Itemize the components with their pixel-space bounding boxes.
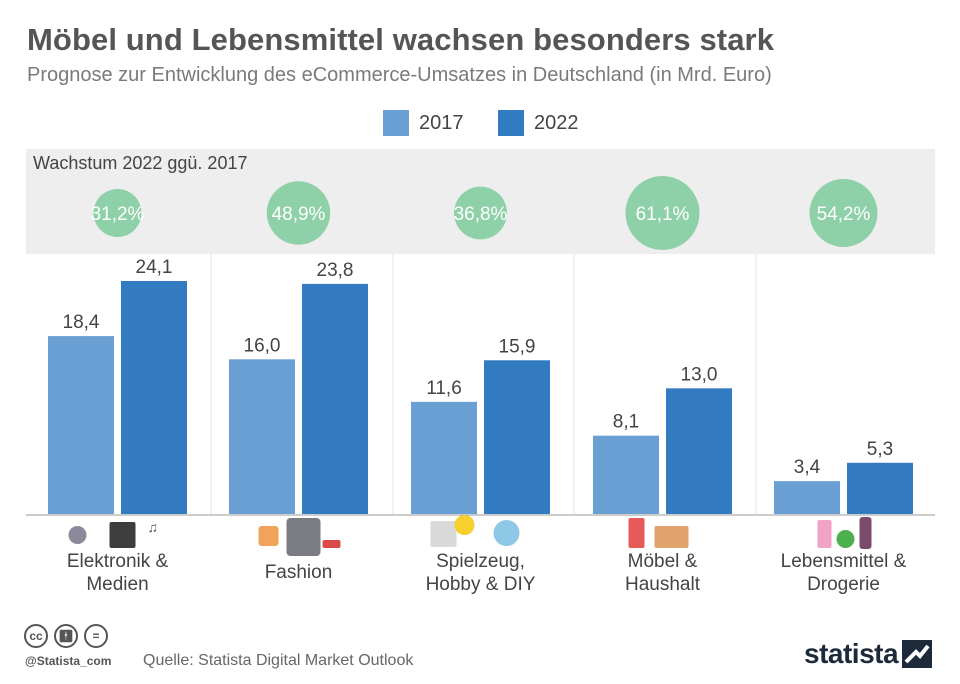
chart-subtitle: Prognose zur Entwicklung des eCommerce-U…	[27, 64, 772, 86]
plug-camera-music-icon-part	[109, 522, 136, 548]
legend-label-2017: 2017	[419, 111, 464, 134]
statista-handle: @Statista_com	[25, 654, 112, 668]
category-label-0-1: Medien	[86, 574, 148, 595]
category-label-2-0: Spielzeug,	[436, 551, 525, 572]
bar-2017-4	[774, 481, 840, 514]
bar-2017-1	[229, 359, 295, 514]
lego-ball-icon-part	[493, 520, 520, 546]
growth-value-4: 54,2%	[817, 204, 871, 225]
cosmetics-bottle-icon-part	[859, 517, 872, 549]
growth-bubble-4	[809, 179, 878, 247]
growth-value-3: 61,1%	[636, 204, 690, 225]
lego-ball-icon	[430, 515, 520, 547]
logo-mark-icon	[902, 640, 933, 668]
bar-2017-2	[411, 401, 477, 514]
cosmetics-bottle-icon-part	[817, 520, 832, 548]
data-label-2017-1: 16,0	[244, 335, 281, 356]
growth-bubble-3	[625, 176, 700, 250]
plug-camera-music-icon: ♫	[68, 519, 159, 548]
data-label-2017-2: 11,6	[426, 378, 462, 399]
growth-bubble-0	[93, 189, 142, 237]
data-label-2022-2: 15,9	[499, 336, 536, 357]
bag-jacket-shoe-icon	[258, 518, 341, 556]
plug-camera-music-icon-part	[68, 526, 87, 544]
growth-label: Wachstum 2022 ggü. 2017	[33, 153, 248, 173]
data-label-2022-3: 13,0	[681, 364, 718, 385]
data-label-2022-4: 5,3	[867, 439, 893, 460]
bag-jacket-shoe-icon-part	[286, 518, 321, 556]
data-label-2017-0: 18,4	[63, 312, 100, 333]
bag-jacket-shoe-icon-part	[258, 526, 279, 546]
statista-logo: statista	[804, 638, 933, 670]
chart-title: Möbel und Lebensmittel wachsen besonders…	[27, 22, 775, 57]
bag-jacket-shoe-icon-part	[322, 540, 341, 548]
category-label-0-0: Elektronik &	[67, 551, 169, 572]
plug-camera-music-icon-part: ♫	[148, 519, 159, 535]
data-label-2022-1: 23,8	[317, 260, 354, 281]
legend-item-2022: 2022	[498, 110, 579, 136]
bar-2017-3	[593, 435, 659, 514]
cosmetics-bottle-icon-part	[836, 530, 855, 548]
growth-value-1: 48,9%	[272, 204, 326, 225]
bar-2022-2	[484, 360, 550, 514]
category-label-4-0: Lebensmittel &	[781, 551, 907, 572]
category-label-1-0: Fashion	[265, 562, 333, 583]
legend: 2017 2022	[0, 110, 960, 136]
logo-text: statista	[804, 638, 899, 669]
legend-swatch-2017	[383, 110, 409, 136]
bar-2022-4	[847, 462, 913, 514]
growth-value-2: 36,8%	[454, 204, 508, 225]
chair-dresser-icon-part	[628, 518, 645, 548]
cosmetics-bottle-icon	[817, 517, 872, 549]
chair-dresser-icon-part	[654, 526, 689, 548]
license-icons: cc 🚹︎ =	[24, 624, 108, 648]
category-label-3-1: Haushalt	[625, 574, 701, 595]
nd-icon: =	[84, 624, 108, 648]
data-label-2017-3: 8,1	[613, 412, 639, 433]
bar-2022-1	[302, 283, 368, 514]
legend-label-2022: 2022	[534, 111, 579, 134]
bar-2017-0	[48, 336, 114, 514]
cc-icon: cc	[24, 624, 48, 648]
chair-dresser-icon	[628, 518, 689, 548]
lego-ball-icon-part	[454, 515, 475, 535]
bar-2022-3	[666, 388, 732, 514]
bar-2022-0	[121, 281, 187, 514]
source-note: Quelle: Statista Digital Market Outlook	[143, 652, 414, 669]
legend-swatch-2022	[498, 110, 524, 136]
lego-ball-icon-part	[430, 521, 457, 547]
growth-bubble-2	[454, 186, 507, 240]
category-label-3-0: Möbel &	[628, 551, 698, 572]
category-label-4-1: Drogerie	[807, 574, 880, 595]
category-label-2-1: Hobby & DIY	[426, 574, 536, 595]
data-label-2022-0: 24,1	[136, 257, 173, 278]
legend-item-2017: 2017	[383, 110, 464, 136]
growth-value-0: 31,2%	[91, 204, 145, 225]
data-label-2017-4: 3,4	[794, 457, 821, 478]
growth-bubble-1	[266, 181, 331, 245]
by-icon: 🚹︎	[54, 624, 78, 648]
